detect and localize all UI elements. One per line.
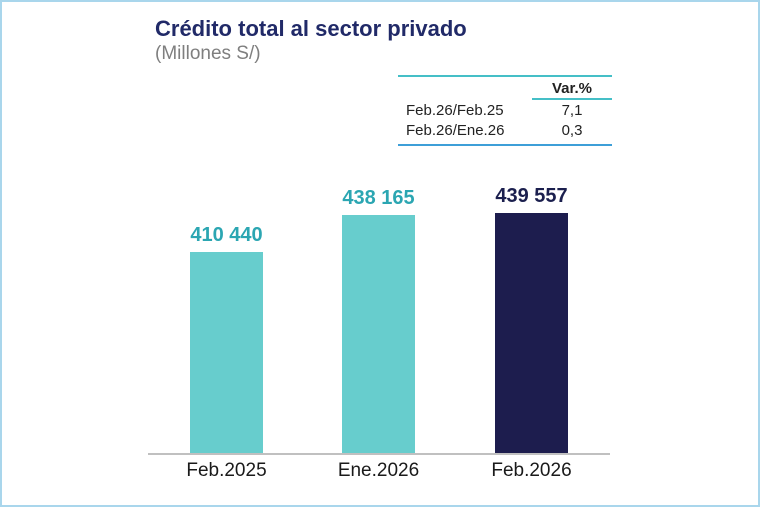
x-axis-line (148, 453, 610, 455)
variation-table-header: Var.% (532, 78, 612, 100)
bar-value-label: 438 165 (342, 187, 415, 209)
bar-group: 410 440 Feb.2025 (186, 223, 266, 481)
chart-title: Crédito total al sector privado (155, 16, 467, 41)
chart-subtitle: (Millones S/) (155, 43, 261, 64)
bar (190, 252, 263, 453)
variation-row-value: 0,3 (561, 122, 583, 139)
bar-group: 439 557 Feb.2026 (491, 184, 571, 481)
x-axis-label: Feb.2026 (491, 460, 572, 481)
variation-table-top-rule (398, 75, 612, 77)
variation-row-value: 7,1 (561, 102, 583, 119)
bar-group: 438 165 Ene.2026 (338, 186, 419, 481)
variation-row-label: Feb.26/Feb.25 (406, 102, 504, 119)
x-axis-label: Ene.2026 (337, 460, 420, 481)
table-row: Feb.26/Ene.26 0,3 (398, 121, 612, 140)
bar (342, 215, 415, 453)
x-axis-label: Feb.2025 (186, 460, 267, 481)
variation-table: Var.% Feb.26/Feb.25 7,1 Feb.26/Ene.26 0,… (398, 75, 612, 146)
bar-value-label: 410 440 (190, 224, 263, 246)
bar (495, 213, 568, 453)
variation-table-header-row: Var.% (398, 78, 612, 100)
title-block: Crédito total al sector privado (Millone… (155, 16, 467, 65)
bar-value-label: 439 557 (495, 185, 568, 207)
table-row: Feb.26/Feb.25 7,1 (398, 101, 612, 120)
variation-row-label: Feb.26/Ene.26 (406, 122, 505, 139)
variation-table-bottom-rule (398, 144, 612, 146)
